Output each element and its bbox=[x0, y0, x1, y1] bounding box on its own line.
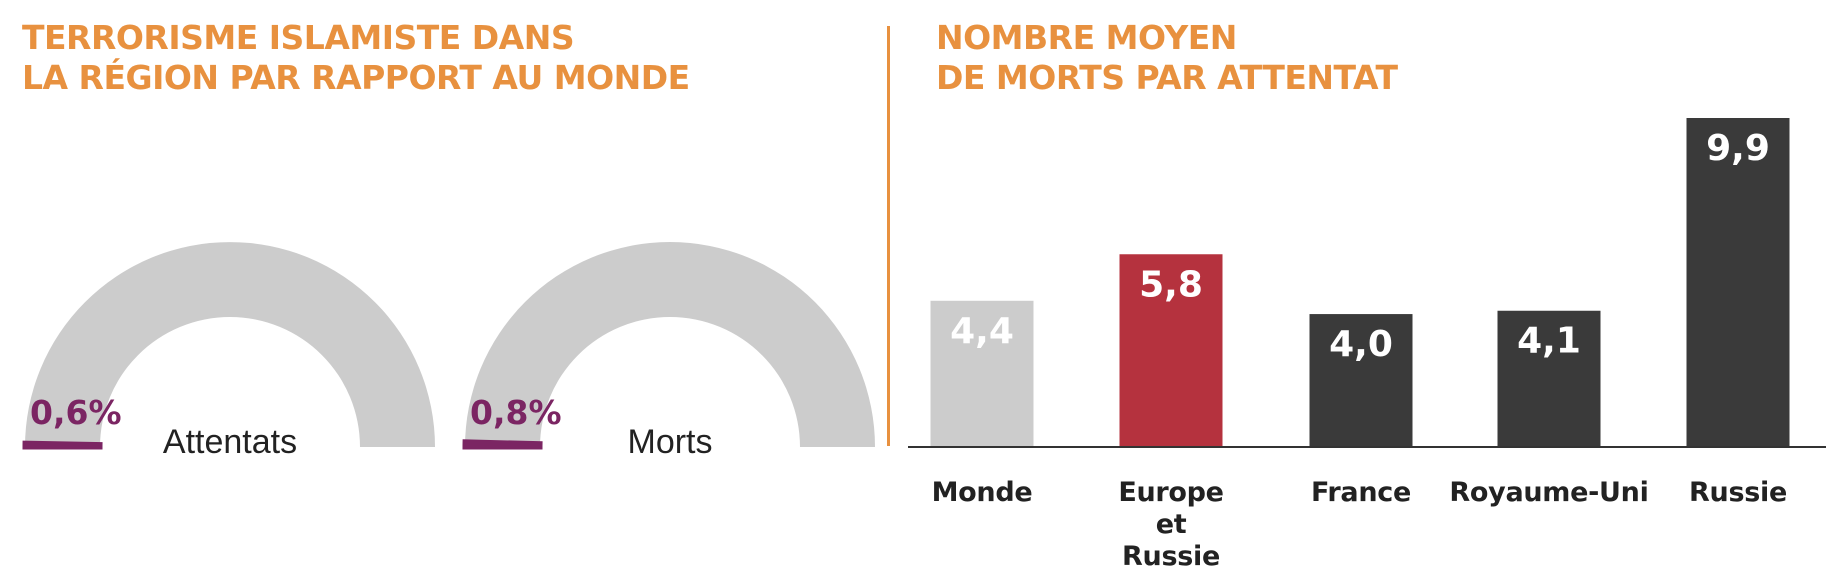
gauge-fill bbox=[462, 439, 543, 450]
category-label-line: Russie bbox=[1689, 477, 1787, 508]
category-label-line: et bbox=[1156, 509, 1187, 540]
category-label: France bbox=[1311, 477, 1411, 508]
category-label: Europe et Russie bbox=[1118, 477, 1223, 572]
gauge-track bbox=[25, 242, 435, 447]
panel-divider bbox=[887, 26, 890, 446]
gauge-category-label: Attentats bbox=[163, 423, 297, 461]
gauge-track bbox=[465, 242, 875, 447]
bar-value-label: 5,8 bbox=[1139, 264, 1203, 305]
bar-value-label: 4,4 bbox=[950, 311, 1014, 352]
category-label-line: France bbox=[1311, 477, 1411, 508]
gauge-category-label: Morts bbox=[628, 423, 713, 461]
bar-value-label: 9,9 bbox=[1706, 128, 1770, 169]
bar-3 bbox=[1497, 310, 1601, 447]
bar-2 bbox=[1309, 314, 1413, 447]
category-label: Monde bbox=[932, 477, 1033, 508]
category-label-line: Royaume-Uni bbox=[1449, 477, 1648, 508]
bar-4 bbox=[1686, 118, 1790, 447]
gauge-charts: 0,6% Attentats 0,8% Morts bbox=[22, 242, 875, 461]
left-title-line-2: LA RÉGION PAR RAPPORT AU MONDE bbox=[22, 58, 690, 97]
gauge-fill bbox=[22, 440, 103, 450]
category-label: Royaume-Uni bbox=[1449, 477, 1648, 508]
category-label-line: Monde bbox=[932, 477, 1033, 508]
bar-1 bbox=[1119, 254, 1223, 447]
gauge-percent-label: 0,6% bbox=[30, 393, 122, 432]
right-panel-title: NOMBRE MOYEN DE MORTS PAR ATTENTAT bbox=[936, 18, 1398, 98]
left-panel-title: TERRORISME ISLAMISTE DANS LA RÉGION PAR … bbox=[22, 18, 690, 98]
bar-value-label: 4,0 bbox=[1329, 324, 1393, 365]
right-title-line-2: DE MORTS PAR ATTENTAT bbox=[936, 58, 1398, 97]
gauge-morts: 0,8% Morts bbox=[462, 242, 875, 461]
bar-value-label: 4,1 bbox=[1517, 321, 1581, 362]
bar-0 bbox=[930, 300, 1034, 447]
category-label: Russie bbox=[1689, 477, 1787, 508]
gauge-attentats: 0,6% Attentats bbox=[22, 242, 435, 461]
left-title-line-1: TERRORISME ISLAMISTE DANS bbox=[22, 18, 575, 57]
category-label-line: Russie bbox=[1122, 541, 1220, 572]
category-label-line: Europe bbox=[1118, 477, 1223, 508]
right-title-line-1: NOMBRE MOYEN bbox=[936, 18, 1237, 57]
gauge-percent-label: 0,8% bbox=[470, 393, 562, 432]
